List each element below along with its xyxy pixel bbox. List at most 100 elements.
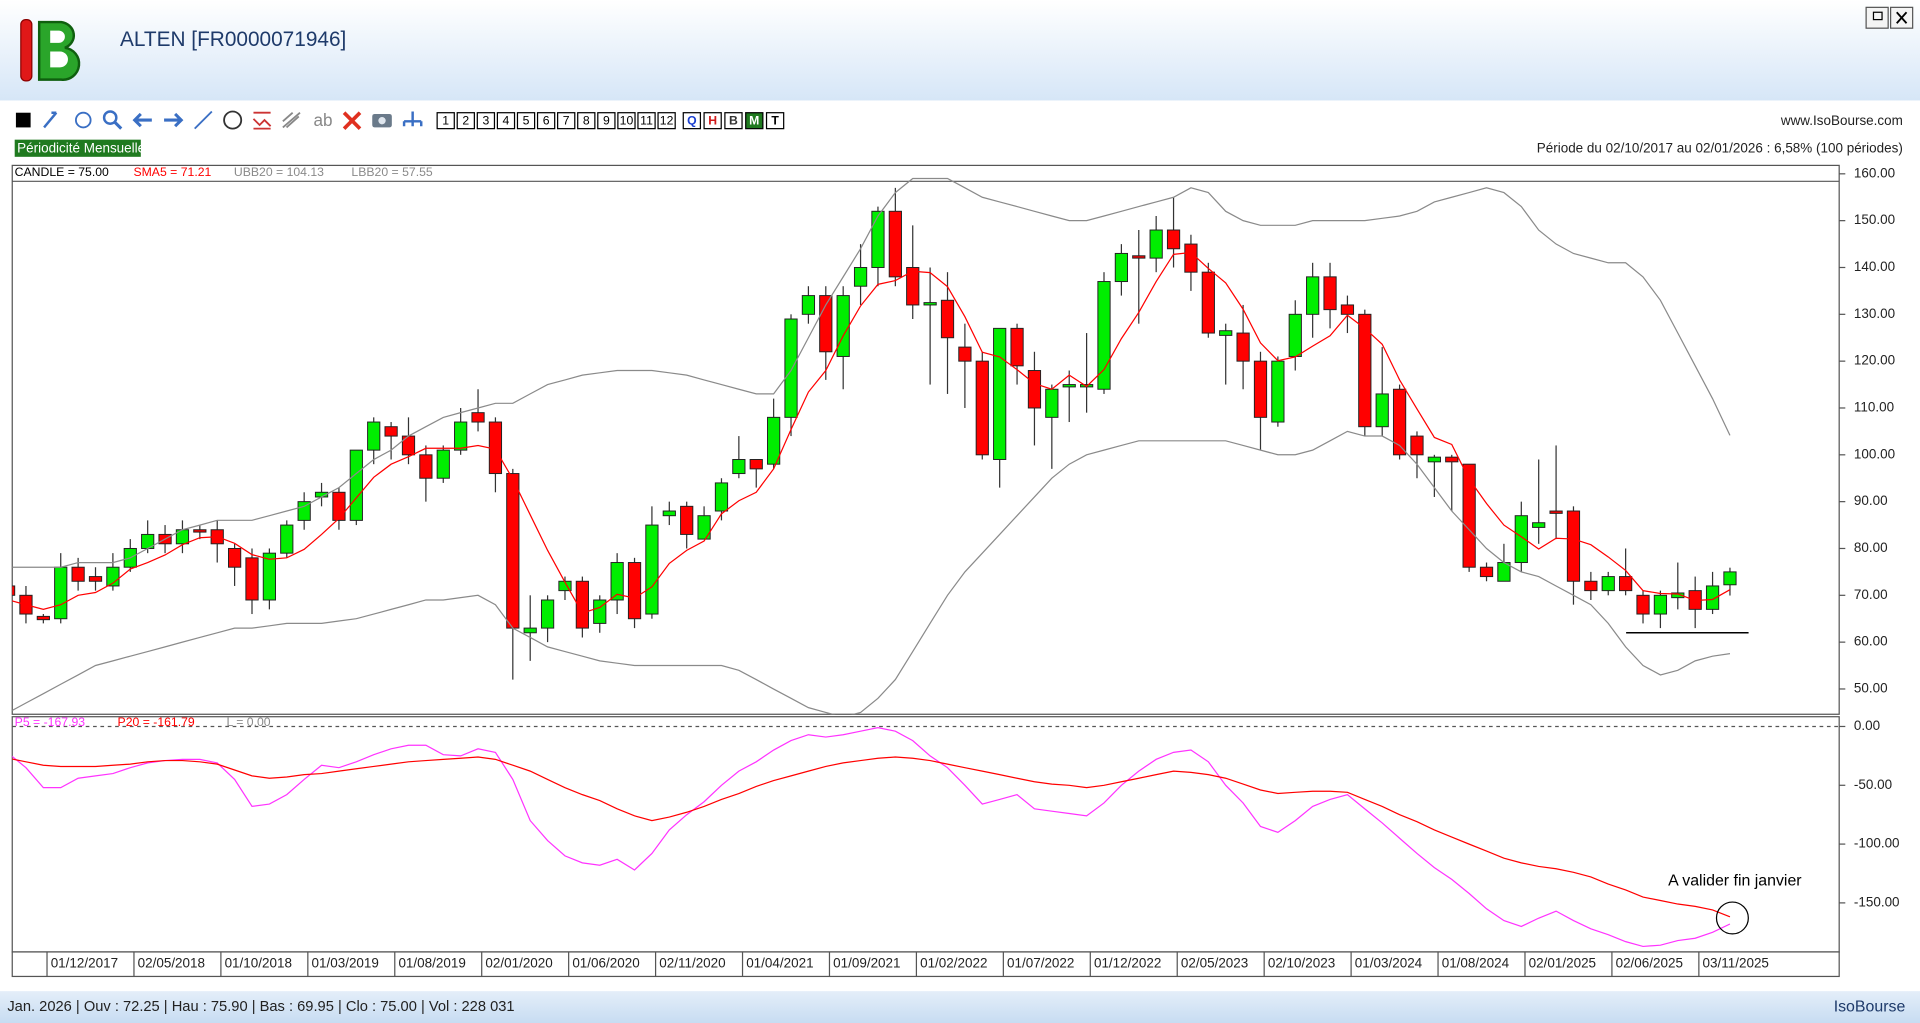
y-tick-label: 140.00 bbox=[1854, 259, 1895, 274]
candle-body bbox=[1671, 592, 1685, 599]
legend-entry: UBB20 = 104.13 bbox=[234, 165, 324, 179]
series-line bbox=[12, 251, 1731, 614]
title-bar bbox=[0, 0, 1920, 101]
candle-body bbox=[1601, 576, 1615, 592]
period-button[interactable] bbox=[724, 112, 743, 130]
forward-tool[interactable] bbox=[164, 112, 184, 128]
delete-tool[interactable] bbox=[342, 111, 362, 130]
pen-tool[interactable] bbox=[43, 111, 58, 129]
number-button[interactable] bbox=[597, 112, 616, 130]
y-tick-label: 60.00 bbox=[1854, 634, 1888, 649]
candle-body bbox=[1114, 252, 1128, 283]
period-button[interactable] bbox=[703, 112, 722, 130]
candle-body bbox=[1619, 576, 1633, 592]
periodicity-badge bbox=[14, 139, 141, 157]
candle-body bbox=[888, 210, 902, 278]
y-tick-label: -100.00 bbox=[1854, 836, 1900, 851]
tree-tool[interactable] bbox=[402, 111, 423, 127]
candle-body bbox=[1445, 456, 1459, 463]
back-tool[interactable] bbox=[132, 112, 152, 128]
candle-body bbox=[523, 627, 537, 634]
site-link[interactable]: www.IsoBourse.com bbox=[1780, 113, 1903, 128]
number-button[interactable] bbox=[617, 112, 636, 130]
candle-body bbox=[975, 360, 989, 456]
candle-body bbox=[1219, 330, 1233, 336]
number-label: 1 bbox=[442, 114, 449, 128]
candle-body bbox=[697, 515, 711, 540]
x-tick-label: 01/08/2024 bbox=[1442, 956, 1510, 971]
candle-body bbox=[332, 491, 346, 521]
text-tool[interactable]: ab bbox=[313, 110, 332, 130]
number-button[interactable] bbox=[577, 112, 596, 130]
y-tick-label: 110.00 bbox=[1854, 400, 1894, 415]
x-tick-label: 03/11/2025 bbox=[1703, 956, 1769, 971]
period-button[interactable] bbox=[765, 112, 785, 130]
series-line bbox=[12, 756, 1731, 918]
number-button[interactable] bbox=[496, 112, 516, 130]
candle-body bbox=[1549, 510, 1563, 514]
y-tick-label: -150.00 bbox=[1854, 894, 1900, 909]
y-tick-label: 80.00 bbox=[1854, 540, 1888, 555]
x-tick-label: 02/10/2023 bbox=[1268, 956, 1335, 971]
candle-body bbox=[993, 327, 1007, 460]
color-tool[interactable] bbox=[15, 112, 31, 128]
period-button[interactable] bbox=[682, 112, 702, 130]
number-button[interactable] bbox=[436, 112, 455, 130]
x-tick-label: 01/08/2019 bbox=[398, 956, 465, 971]
status-text: Jan. 2026 | Ouv : 72.25 | Hau : 75.90 | … bbox=[7, 999, 514, 1015]
candle-body bbox=[1184, 243, 1198, 273]
candle-body bbox=[1410, 435, 1424, 456]
close-icon bbox=[1896, 11, 1908, 24]
crosshair-tool[interactable] bbox=[75, 111, 92, 129]
candle-body bbox=[367, 421, 381, 451]
x-tick-label: 01/12/2022 bbox=[1094, 956, 1161, 971]
candle-body bbox=[471, 412, 485, 423]
number-button[interactable] bbox=[516, 112, 536, 130]
candle-body bbox=[1097, 281, 1111, 390]
number-label: 3 bbox=[482, 114, 489, 128]
window-buttons[interactable] bbox=[1865, 6, 1914, 29]
circle-tool[interactable] bbox=[223, 110, 243, 130]
candle-body bbox=[71, 566, 85, 582]
candle-body bbox=[1358, 313, 1372, 428]
period-label: M bbox=[749, 114, 759, 128]
candle-body bbox=[732, 459, 746, 475]
number-button[interactable] bbox=[657, 112, 676, 130]
logo bbox=[20, 18, 81, 82]
number-button[interactable] bbox=[456, 112, 475, 130]
zoom-tool[interactable] bbox=[102, 110, 118, 125]
restore-button[interactable] bbox=[1865, 6, 1889, 29]
candle-body bbox=[784, 318, 798, 418]
candle-body bbox=[280, 524, 294, 554]
candle-body bbox=[1288, 313, 1302, 357]
number-button[interactable] bbox=[476, 112, 496, 130]
channel-tool[interactable] bbox=[282, 112, 301, 129]
number-button[interactable] bbox=[637, 112, 656, 130]
candle-body bbox=[1045, 388, 1059, 418]
candle-body bbox=[1653, 594, 1668, 615]
x-tick-label: 02/01/2020 bbox=[485, 956, 552, 971]
legend-entry: SMA5 = 71.21 bbox=[133, 165, 211, 179]
number-button[interactable] bbox=[536, 112, 556, 130]
x-tick-label: 01/09/2021 bbox=[833, 956, 900, 971]
window-title: ALTEN [FR0000071946] bbox=[120, 28, 346, 51]
legend-entry: L = 0.00 bbox=[227, 715, 271, 729]
fibo-tool[interactable] bbox=[252, 111, 272, 130]
candle-body bbox=[1566, 510, 1581, 582]
period-button[interactable] bbox=[745, 112, 764, 130]
candle-body bbox=[454, 421, 468, 451]
candle-body bbox=[1271, 360, 1285, 423]
candle-body bbox=[297, 501, 311, 521]
number-label: 9 bbox=[603, 114, 610, 128]
candle-body bbox=[1010, 327, 1024, 367]
candle-body bbox=[1479, 566, 1494, 578]
line-tool[interactable] bbox=[194, 110, 213, 130]
candle-body bbox=[419, 454, 433, 479]
candle-body bbox=[1636, 594, 1650, 615]
price-panel bbox=[11, 164, 1840, 715]
candle-body bbox=[1705, 585, 1720, 610]
candle-body bbox=[1027, 370, 1042, 409]
candle-body bbox=[54, 566, 68, 620]
number-button[interactable] bbox=[557, 112, 576, 130]
x-tick-label: 01/03/2019 bbox=[312, 956, 379, 971]
